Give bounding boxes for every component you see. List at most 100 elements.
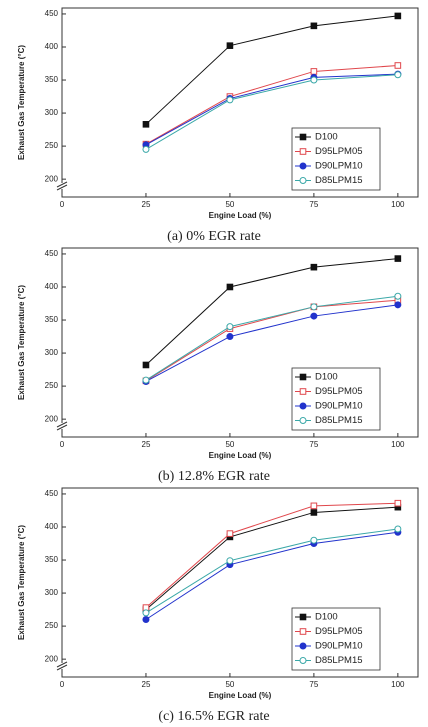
y-tick-label: 200 bbox=[45, 414, 59, 423]
series-line bbox=[145, 304, 398, 382]
legend-label: D95LPM05 bbox=[315, 146, 363, 157]
legend-marker bbox=[299, 162, 307, 170]
legend-label: D90LPM10 bbox=[315, 161, 363, 172]
legend-label: D95LPM05 bbox=[315, 386, 363, 397]
data-point bbox=[142, 361, 150, 369]
data-point bbox=[226, 333, 234, 341]
data-point bbox=[394, 12, 402, 20]
plot-frame bbox=[61, 7, 419, 198]
legend-marker bbox=[299, 613, 307, 621]
data-point bbox=[394, 499, 402, 507]
x-tick-label: 75 bbox=[309, 440, 318, 449]
legend-box bbox=[291, 607, 381, 671]
data-point bbox=[226, 323, 234, 331]
y-tick-label: 350 bbox=[45, 555, 59, 564]
data-point bbox=[142, 609, 150, 617]
y-tick-label: 300 bbox=[45, 588, 59, 597]
legend-label: D90LPM10 bbox=[315, 401, 363, 412]
axis-break bbox=[56, 661, 68, 668]
data-point bbox=[142, 376, 150, 384]
legend-marker bbox=[299, 373, 307, 381]
y-tick-label: 300 bbox=[45, 348, 59, 357]
y-tick-label: 400 bbox=[45, 42, 59, 51]
y-tick-label: 450 bbox=[45, 489, 59, 498]
data-point bbox=[394, 255, 402, 262]
y-tick-label: 350 bbox=[45, 75, 59, 84]
legend-box bbox=[291, 127, 381, 191]
data-point bbox=[226, 557, 234, 565]
data-point bbox=[226, 530, 234, 537]
series-line bbox=[145, 528, 398, 614]
axis-break bbox=[56, 184, 68, 191]
legend-marker bbox=[299, 148, 307, 155]
legend-label: D95LPM05 bbox=[315, 626, 363, 637]
panel: 200 250 300 350 400 450 0 25 50 75 100 Engine Load … bbox=[17, 247, 419, 484]
y-tick-label: 300 bbox=[45, 108, 59, 117]
data-point bbox=[310, 76, 318, 84]
data-point bbox=[394, 292, 402, 300]
x-tick-label: 0 bbox=[60, 680, 65, 689]
legend-marker bbox=[299, 133, 307, 141]
series-line bbox=[145, 506, 398, 610]
data-point bbox=[142, 616, 150, 624]
x-tick-label: 50 bbox=[225, 440, 234, 449]
y-tick-label: 450 bbox=[45, 249, 59, 258]
legend-marker bbox=[299, 177, 307, 184]
x-tick-label: 75 bbox=[309, 680, 318, 689]
axis-break bbox=[56, 424, 68, 431]
data-point bbox=[310, 502, 318, 510]
legend-label: D100 bbox=[315, 372, 338, 383]
data-point bbox=[226, 283, 234, 291]
x-tick-label: 25 bbox=[142, 440, 151, 449]
legend-label: D85LPM15 bbox=[315, 655, 363, 666]
caption: (a) 0% EGR rate bbox=[167, 229, 261, 244]
legend-box bbox=[291, 367, 381, 431]
x-tick-label: 100 bbox=[391, 680, 405, 689]
x-tick-label: 75 bbox=[309, 200, 318, 209]
series-line bbox=[145, 74, 398, 150]
y-tick-label: 400 bbox=[45, 522, 59, 531]
legend-label: D100 bbox=[315, 612, 338, 623]
y-axis-label: Exhaust Gas Temperature (°C) bbox=[17, 525, 26, 640]
series-line bbox=[145, 15, 398, 125]
legend-label: D85LPM15 bbox=[315, 415, 363, 426]
x-tick-label: 50 bbox=[225, 680, 234, 689]
legend-marker bbox=[299, 628, 307, 635]
legend-marker bbox=[299, 402, 307, 410]
series-line bbox=[145, 295, 398, 381]
data-point bbox=[394, 71, 402, 79]
data-point bbox=[310, 22, 318, 30]
y-tick-label: 200 bbox=[45, 654, 59, 663]
x-tick-label: 0 bbox=[60, 440, 65, 449]
axis-break-gap bbox=[59, 663, 65, 669]
panel: 200 250 300 350 400 450 0 25 50 75 100 Engine Load … bbox=[17, 487, 419, 724]
y-tick-label: 250 bbox=[45, 381, 59, 390]
plot-frame bbox=[61, 247, 419, 438]
legend-label: D90LPM10 bbox=[315, 641, 363, 652]
y-tick-label: 250 bbox=[45, 621, 59, 630]
y-tick-label: 350 bbox=[45, 315, 59, 324]
axis-break bbox=[56, 421, 68, 428]
series-line bbox=[145, 531, 398, 620]
y-axis-label: Exhaust Gas Temperature (°C) bbox=[17, 285, 26, 400]
x-axis-label: Engine Load (%) bbox=[209, 691, 272, 700]
x-tick-label: 100 bbox=[391, 200, 405, 209]
axis-break-gap bbox=[59, 183, 65, 189]
x-tick-label: 0 bbox=[60, 200, 65, 209]
data-point bbox=[310, 312, 318, 320]
y-axis-label: Exhaust Gas Temperature (°C) bbox=[17, 45, 26, 160]
caption: (c) 16.5% EGR rate bbox=[158, 709, 269, 724]
series-line bbox=[145, 73, 398, 146]
plot-frame bbox=[61, 487, 419, 678]
y-tick-label: 200 bbox=[45, 174, 59, 183]
x-tick-label: 100 bbox=[391, 440, 405, 449]
y-tick-label: 250 bbox=[45, 141, 59, 150]
series-line bbox=[145, 258, 398, 366]
data-point bbox=[310, 303, 318, 311]
data-point bbox=[142, 121, 150, 128]
x-tick-label: 50 bbox=[225, 200, 234, 209]
data-point bbox=[226, 42, 234, 49]
data-point bbox=[226, 96, 234, 104]
legend-marker bbox=[299, 657, 307, 664]
